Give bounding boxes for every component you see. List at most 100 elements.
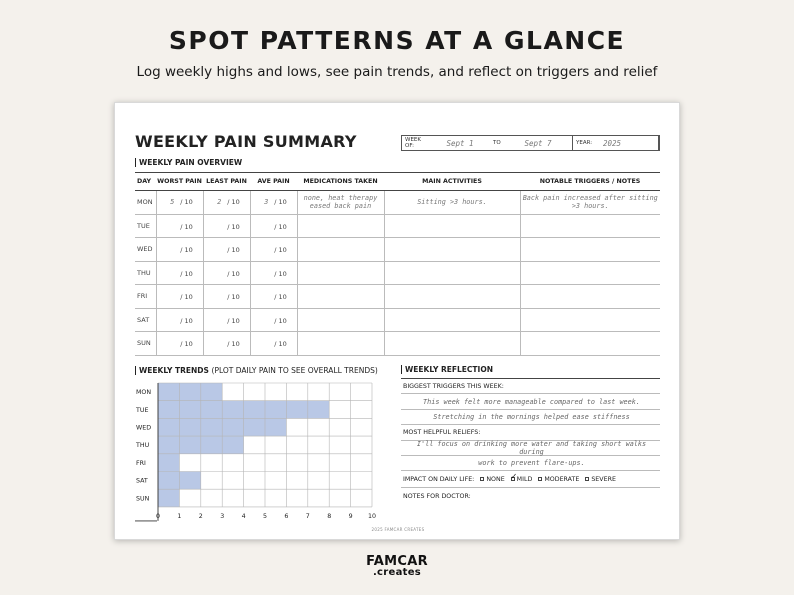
overview-section-label: WEEKLY PAIN OVERVIEW <box>135 158 242 167</box>
least-pain-cell[interactable]: / 10 <box>202 284 250 309</box>
ave-pain-cell[interactable]: / 10 <box>249 237 297 262</box>
meds-cell[interactable] <box>296 284 384 309</box>
weekly-trends-chart: MON TUE WED THU FRI SAT SUN 0 1 2 3 4 5 6 7 8 9 10 <box>135 382 376 522</box>
to-value: Sept 7 <box>524 138 552 148</box>
trend-tick-label: 1 <box>177 513 181 520</box>
col-notes: NOTABLE TRIGGERS / NOTES <box>520 172 660 191</box>
day-cell: WED <box>135 237 156 262</box>
worst-pain-cell[interactable]: / 10 <box>155 237 203 262</box>
scale-suffix: / 10 <box>180 246 193 255</box>
day-cell: SAT <box>135 308 156 332</box>
trend-tick-label: 9 <box>349 513 353 520</box>
worst-pain-cell[interactable]: / 10 <box>155 331 203 356</box>
scale-suffix: / 10 <box>227 316 240 325</box>
impact-checkbox-none[interactable] <box>480 476 485 481</box>
least-pain-cell[interactable]: / 10 <box>202 308 250 332</box>
scale-suffix: / 10 <box>180 198 193 207</box>
ave-pain-cell[interactable]: / 10 <box>249 284 297 309</box>
trend-tick-label: 5 <box>263 513 267 520</box>
activities-cell[interactable] <box>383 308 520 332</box>
scale-suffix: / 10 <box>227 246 240 255</box>
pain-overview-table: DAY WORST PAIN LEAST PAIN AVE PAIN MEDIC… <box>135 172 660 356</box>
impact-option-label: MILD <box>516 475 533 483</box>
col-least-pain: LEAST PAIN <box>203 172 250 191</box>
meds-cell[interactable] <box>296 261 384 285</box>
trend-tick-label: 3 <box>220 513 224 520</box>
day-cell: SUN <box>135 331 156 356</box>
scale-suffix: / 10 <box>227 340 240 349</box>
meds-cell[interactable] <box>296 308 384 332</box>
trend-tick-label: 7 <box>306 513 310 520</box>
impact-checkbox-severe[interactable] <box>585 476 590 481</box>
worst-pain-cell[interactable]: / 10 <box>155 261 203 285</box>
brand-line-2: .creates <box>372 567 422 578</box>
worst-pain-cell[interactable]: / 10 <box>155 214 203 238</box>
triggers-label: BIGGEST TRIGGERS THIS WEEK: <box>401 378 660 394</box>
activities-cell[interactable] <box>383 284 520 309</box>
activities-cell[interactable] <box>383 261 520 285</box>
trend-tick-label: 0 <box>156 513 160 520</box>
meds-cell[interactable] <box>296 331 384 356</box>
notes-cell[interactable] <box>519 214 660 238</box>
activities-cell[interactable] <box>383 331 520 356</box>
scale-suffix: / 10 <box>274 293 287 302</box>
hero-subtitle: Log weekly highs and lows, see pain tren… <box>136 64 658 80</box>
brand-logo: FAMCAR .creates <box>0 554 794 578</box>
day-cell: THU <box>135 261 156 285</box>
least-pain-cell[interactable]: 2 / 10 <box>202 190 250 215</box>
impact-option-label: SEVERE <box>591 475 616 483</box>
trend-bar-mon <box>158 383 223 401</box>
activities-cell[interactable] <box>383 214 520 238</box>
reflection-section-label: WEEKLY REFLECTION <box>401 365 660 374</box>
trend-day-label: WED <box>136 424 151 431</box>
notes-cell[interactable] <box>519 261 660 285</box>
scale-suffix: / 10 <box>180 293 193 302</box>
notes-cell[interactable] <box>519 331 660 356</box>
trend-tick-label: 10 <box>368 513 376 520</box>
activities-cell[interactable]: Sitting >3 hours. <box>383 190 520 215</box>
trend-day-label: TUE <box>135 407 148 414</box>
least-pain-cell[interactable]: / 10 <box>202 237 250 262</box>
notes-cell[interactable] <box>519 284 660 309</box>
sheet-footer: 2025 FAMCAR CREATES <box>371 527 425 532</box>
impact-option-label: MODERATE <box>544 475 580 483</box>
least-pain-cell[interactable]: / 10 <box>202 214 250 238</box>
week-of-value: Sept 1 <box>446 138 474 148</box>
brand-line-1: FAMCAR <box>366 554 428 569</box>
meds-cell[interactable]: none, heat therapy eased back pain <box>296 190 384 215</box>
trend-day-label: SUN <box>136 495 150 502</box>
ave-pain-cell[interactable]: 3 / 10 <box>249 190 297 215</box>
meds-cell[interactable] <box>296 237 384 262</box>
meds-cell[interactable] <box>296 214 384 238</box>
ave-pain-value: 3 <box>264 198 269 207</box>
ave-pain-cell[interactable]: / 10 <box>249 214 297 238</box>
worst-pain-cell[interactable]: / 10 <box>155 284 203 309</box>
year-value: 2025 <box>603 138 622 148</box>
least-pain-cell[interactable]: / 10 <box>202 261 250 285</box>
weekly-reflection: WEEKLY REFLECTION BIGGEST TRIGGERS THIS … <box>401 365 660 505</box>
reliefs-line-2: work to prevent flare-ups. <box>401 456 660 471</box>
worst-pain-cell[interactable]: / 10 <box>155 308 203 332</box>
ave-pain-cell[interactable]: / 10 <box>249 261 297 285</box>
ave-pain-cell[interactable]: / 10 <box>249 308 297 332</box>
notes-cell[interactable] <box>519 308 660 332</box>
trends-label: WEEKLY TRENDS <box>139 366 209 375</box>
scale-suffix: / 10 <box>274 269 287 278</box>
worst-pain-cell[interactable]: 5 / 10 <box>155 190 203 215</box>
reliefs-line-1: I'll focus on drinking more water and ta… <box>401 440 660 456</box>
trend-day-label: MON <box>136 389 151 396</box>
col-ave-pain: AVE PAIN <box>250 172 297 191</box>
notes-cell[interactable]: Back pain increased after sitting >3 hou… <box>519 190 660 215</box>
impact-checkbox-mild[interactable] <box>510 472 517 481</box>
least-pain-cell[interactable]: / 10 <box>202 331 250 356</box>
scale-suffix: / 10 <box>180 222 193 231</box>
col-activities: MAIN ACTIVITIES <box>384 172 520 191</box>
notes-cell[interactable] <box>519 237 660 262</box>
ave-pain-cell[interactable]: / 10 <box>249 331 297 356</box>
scale-suffix: / 10 <box>227 269 240 278</box>
activities-cell[interactable] <box>383 237 520 262</box>
least-pain-value: 2 <box>217 198 222 207</box>
impact-checkbox-moderate[interactable] <box>538 476 543 481</box>
scale-suffix: / 10 <box>274 198 287 207</box>
reliefs-label: MOST HELPFUL RELIEFS: <box>401 425 660 441</box>
